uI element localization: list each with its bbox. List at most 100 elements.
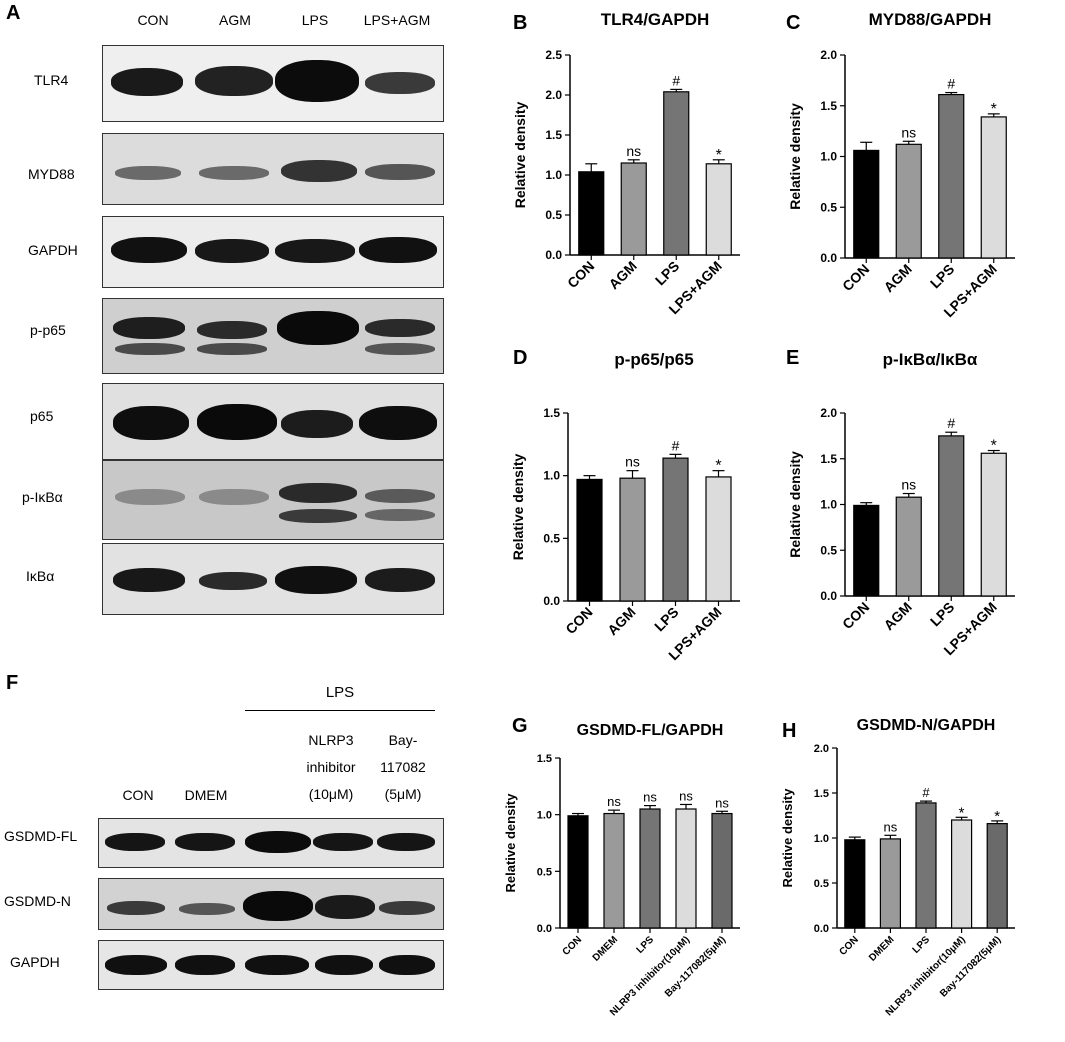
blot-row-label: TLR4 (34, 72, 69, 88)
significance-label: ns (625, 454, 640, 470)
band (105, 833, 165, 851)
bar (675, 808, 697, 929)
bar (639, 808, 661, 929)
panel-letter-e: E (786, 347, 800, 369)
band (365, 72, 435, 94)
significance-label: ns (901, 124, 916, 140)
y-tick-label: 0.0 (537, 923, 552, 935)
y-tick-label: 0.5 (820, 200, 837, 214)
bar (951, 819, 973, 929)
bar (853, 149, 880, 259)
y-tick-label: 2.5 (545, 48, 562, 62)
x-tick-label: Bay-117082(5μM) (938, 934, 1003, 999)
lane-label: LPS+AGM (363, 12, 431, 28)
significance-label: * (991, 438, 997, 455)
bar (879, 838, 902, 929)
band (197, 404, 277, 440)
blot-row-label: IκBα (26, 568, 55, 584)
significance-label: * (994, 808, 1000, 825)
band (113, 568, 185, 592)
lane-label: CON (122, 787, 154, 803)
x-tick-label: LPS (911, 934, 933, 956)
band (115, 489, 185, 505)
band (243, 891, 313, 921)
x-tick-label: LPS (635, 934, 657, 956)
blot-tlr4 (102, 45, 444, 122)
significance-label: # (672, 437, 680, 453)
bar (980, 452, 1007, 597)
y-tick-label: 2.0 (814, 743, 829, 755)
significance-label: # (672, 72, 680, 88)
blot-p-p65 (102, 298, 444, 374)
y-tick-label: 0.0 (820, 251, 837, 265)
band (275, 566, 357, 594)
chart-d: p-p65/p65 Relative density 0.0 0.5 1.0 1.5 CON… (510, 350, 740, 663)
lane-label: NLRP3 inhibitor (10μM) (306, 732, 356, 802)
band (197, 321, 267, 339)
band (279, 509, 357, 523)
bar (895, 496, 922, 597)
significance-label: ns (626, 143, 641, 159)
blot-p65 (102, 383, 444, 460)
band (113, 317, 185, 339)
significance-label: * (716, 147, 722, 164)
bar (980, 116, 1007, 259)
significance-label: # (922, 785, 930, 800)
bar (705, 163, 732, 256)
significance-label: # (947, 415, 955, 431)
blot-row-label: p-IκBα (22, 489, 63, 505)
band (281, 410, 353, 438)
bar (663, 91, 690, 256)
lane-label: Bay- 117082 (5μM) (380, 732, 426, 802)
bar (705, 476, 732, 602)
bar (603, 812, 625, 929)
band (365, 164, 435, 180)
x-tick-label: AGM (604, 604, 638, 638)
blot-row-label: GAPDH (10, 954, 60, 970)
x-tick-label: CON (564, 258, 597, 291)
blot-row-label: p-p65 (30, 322, 66, 338)
x-tick-label: AGM (880, 261, 914, 295)
x-tick-label: LPS (651, 604, 682, 635)
blot-gsdmd-fl (98, 818, 444, 868)
y-axis-label: Relative density (787, 103, 803, 210)
lps-line (245, 710, 435, 711)
blot-ikba (102, 543, 444, 615)
band (365, 509, 435, 521)
y-axis-label: Relative density (512, 101, 528, 208)
y-tick-label: 0.0 (820, 589, 837, 603)
bar (711, 812, 733, 929)
band (315, 895, 375, 919)
x-tick-label: CON (561, 934, 585, 958)
x-tick-label: LPS (927, 261, 958, 292)
band (199, 489, 269, 505)
panel-letter-g: G (512, 715, 528, 737)
band (111, 68, 183, 96)
band (359, 237, 437, 263)
bar (844, 839, 866, 929)
blot-gapdh-f (98, 940, 444, 990)
y-tick-label: 0.0 (543, 594, 560, 608)
band (179, 903, 235, 915)
significance-label: * (715, 458, 721, 475)
band (175, 833, 235, 851)
band (281, 160, 357, 182)
band (113, 406, 189, 440)
y-axis-label: Relative density (503, 793, 518, 893)
x-tick-label: CON (562, 604, 595, 637)
chart-h: GSDMD-N/GAPDH Relative density 0.0 0.5 1.0 1.… (780, 717, 1015, 1018)
x-tick-label: DMEM (867, 934, 896, 963)
significance-label: ns (679, 788, 693, 803)
band (199, 572, 267, 590)
x-tick-label: Bay-117082(5μM) (663, 934, 728, 999)
band (245, 831, 311, 853)
y-tick-label: 1.5 (820, 452, 837, 466)
lane-label: AGM (219, 12, 251, 28)
y-tick-label: 2.0 (820, 406, 837, 420)
lane-label: DMEM (184, 787, 228, 803)
bar (578, 171, 605, 256)
band (379, 901, 435, 915)
y-tick-label: 1.5 (820, 99, 837, 113)
band (195, 239, 269, 263)
x-tick-label: LPS (927, 599, 958, 630)
